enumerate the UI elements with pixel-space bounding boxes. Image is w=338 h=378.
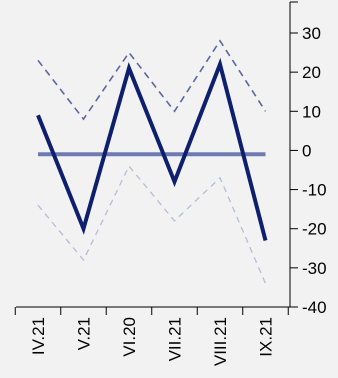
x-tick-label: IX.21 — [257, 317, 276, 357]
y-tick-label: 30 — [302, 24, 321, 43]
axes: 30 20 10 0 -10 -20 -30 -40 IV.21 V.21 VI.20 VII.21 V… — [14, 1, 327, 366]
y-tick-label: -40 — [302, 298, 327, 317]
y-tick-label: 0 — [302, 141, 311, 160]
y-tick-label: 20 — [302, 63, 321, 82]
x-tick-label: IV.21 — [29, 317, 48, 355]
y-tick-label: -10 — [302, 181, 327, 200]
series-line-4 — [37, 164, 267, 284]
plot-area — [36, 39, 268, 284]
y-tick-label: -30 — [302, 259, 327, 278]
series-line-3 — [37, 39, 267, 121]
y-tick-label: -20 — [302, 220, 327, 239]
x-tick-label: VIII.21 — [211, 317, 230, 366]
y-tick-label: 10 — [302, 102, 321, 121]
x-tick-label: VI.20 — [120, 317, 139, 357]
series-line-1 — [36, 57, 268, 242]
x-tick-label: V.21 — [75, 317, 94, 350]
x-tick-label: VII.21 — [166, 317, 185, 361]
